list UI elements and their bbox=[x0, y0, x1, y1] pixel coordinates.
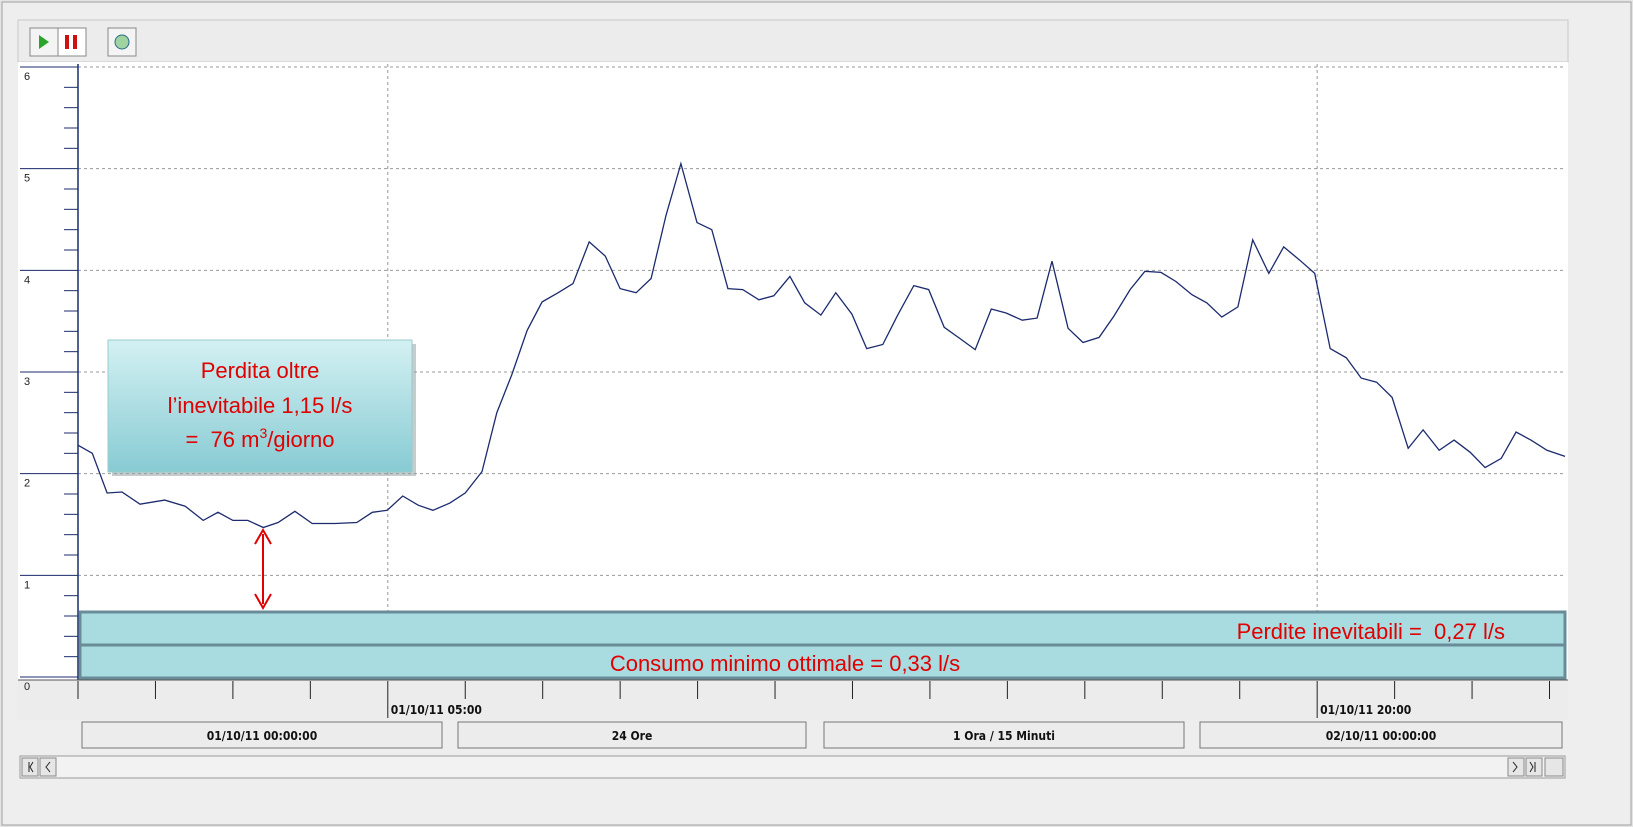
annotation-line: = 76 m3/giorno bbox=[185, 425, 334, 452]
y-tick-label: 6 bbox=[24, 71, 30, 83]
data-line bbox=[77, 161, 1566, 529]
field-text: 24 Ore bbox=[612, 729, 653, 743]
refresh-button[interactable] bbox=[107, 27, 137, 57]
toolbar bbox=[17, 19, 1569, 63]
y-tick-label: 2 bbox=[24, 478, 30, 490]
scrollbar[interactable] bbox=[19, 755, 1566, 779]
annotation-superscript: 3 bbox=[259, 425, 267, 441]
y-tick-label: 3 bbox=[24, 376, 30, 388]
y-tick-label: 4 bbox=[24, 274, 30, 286]
y-tick-label: 0 bbox=[24, 681, 30, 693]
band-upper-label: Perdite inevitabili = 0,27 l/s bbox=[1237, 619, 1505, 644]
field bbox=[823, 721, 1185, 749]
field bbox=[1199, 721, 1563, 749]
scroll-last[interactable] bbox=[1525, 757, 1543, 777]
play-icon bbox=[39, 35, 49, 49]
scroll-prev[interactable] bbox=[39, 757, 57, 777]
x-tick-label: 01/10/11 20:00 bbox=[1320, 703, 1411, 717]
scroll-track[interactable] bbox=[19, 755, 1566, 779]
band-lower-label: Consumo minimo ottimale = 0,33 l/s bbox=[610, 651, 960, 676]
annotation-line: Perdita oltre bbox=[201, 358, 320, 383]
table-button[interactable] bbox=[1544, 757, 1564, 777]
pause-button[interactable] bbox=[57, 27, 87, 57]
pause-icon bbox=[73, 35, 77, 49]
scroll-icons bbox=[28, 761, 1536, 773]
pause-icon bbox=[65, 35, 69, 49]
play-pause-button[interactable] bbox=[29, 27, 87, 57]
annotation-box bbox=[107, 339, 413, 473]
field-text: 01/10/11 00:00:00 bbox=[207, 729, 317, 743]
annotation-line: l’inevitabile 1,15 l/s bbox=[168, 393, 353, 418]
field bbox=[81, 721, 443, 749]
annotation-text: = 76 m bbox=[185, 427, 259, 452]
field-text: 1 Ora / 15 Minuti bbox=[953, 729, 1055, 743]
refresh-icon bbox=[114, 34, 130, 50]
scroll-next[interactable] bbox=[1507, 757, 1525, 777]
x-tick-label: 01/10/11 05:00 bbox=[391, 703, 482, 717]
y-tick-label: 1 bbox=[24, 579, 30, 591]
field-text: 02/10/11 00:00:00 bbox=[1326, 729, 1436, 743]
band-lower bbox=[78, 643, 1567, 680]
annotation-text: /giorno bbox=[267, 427, 334, 452]
x-axis-area bbox=[18, 680, 1568, 720]
arrow-heads bbox=[254, 527, 272, 611]
field bbox=[457, 721, 807, 749]
y-tick-label: 5 bbox=[24, 173, 30, 185]
footer-fields: 01/10/11 00:00:00 24 Ore 1 Ora / 15 Minu… bbox=[81, 721, 1563, 749]
